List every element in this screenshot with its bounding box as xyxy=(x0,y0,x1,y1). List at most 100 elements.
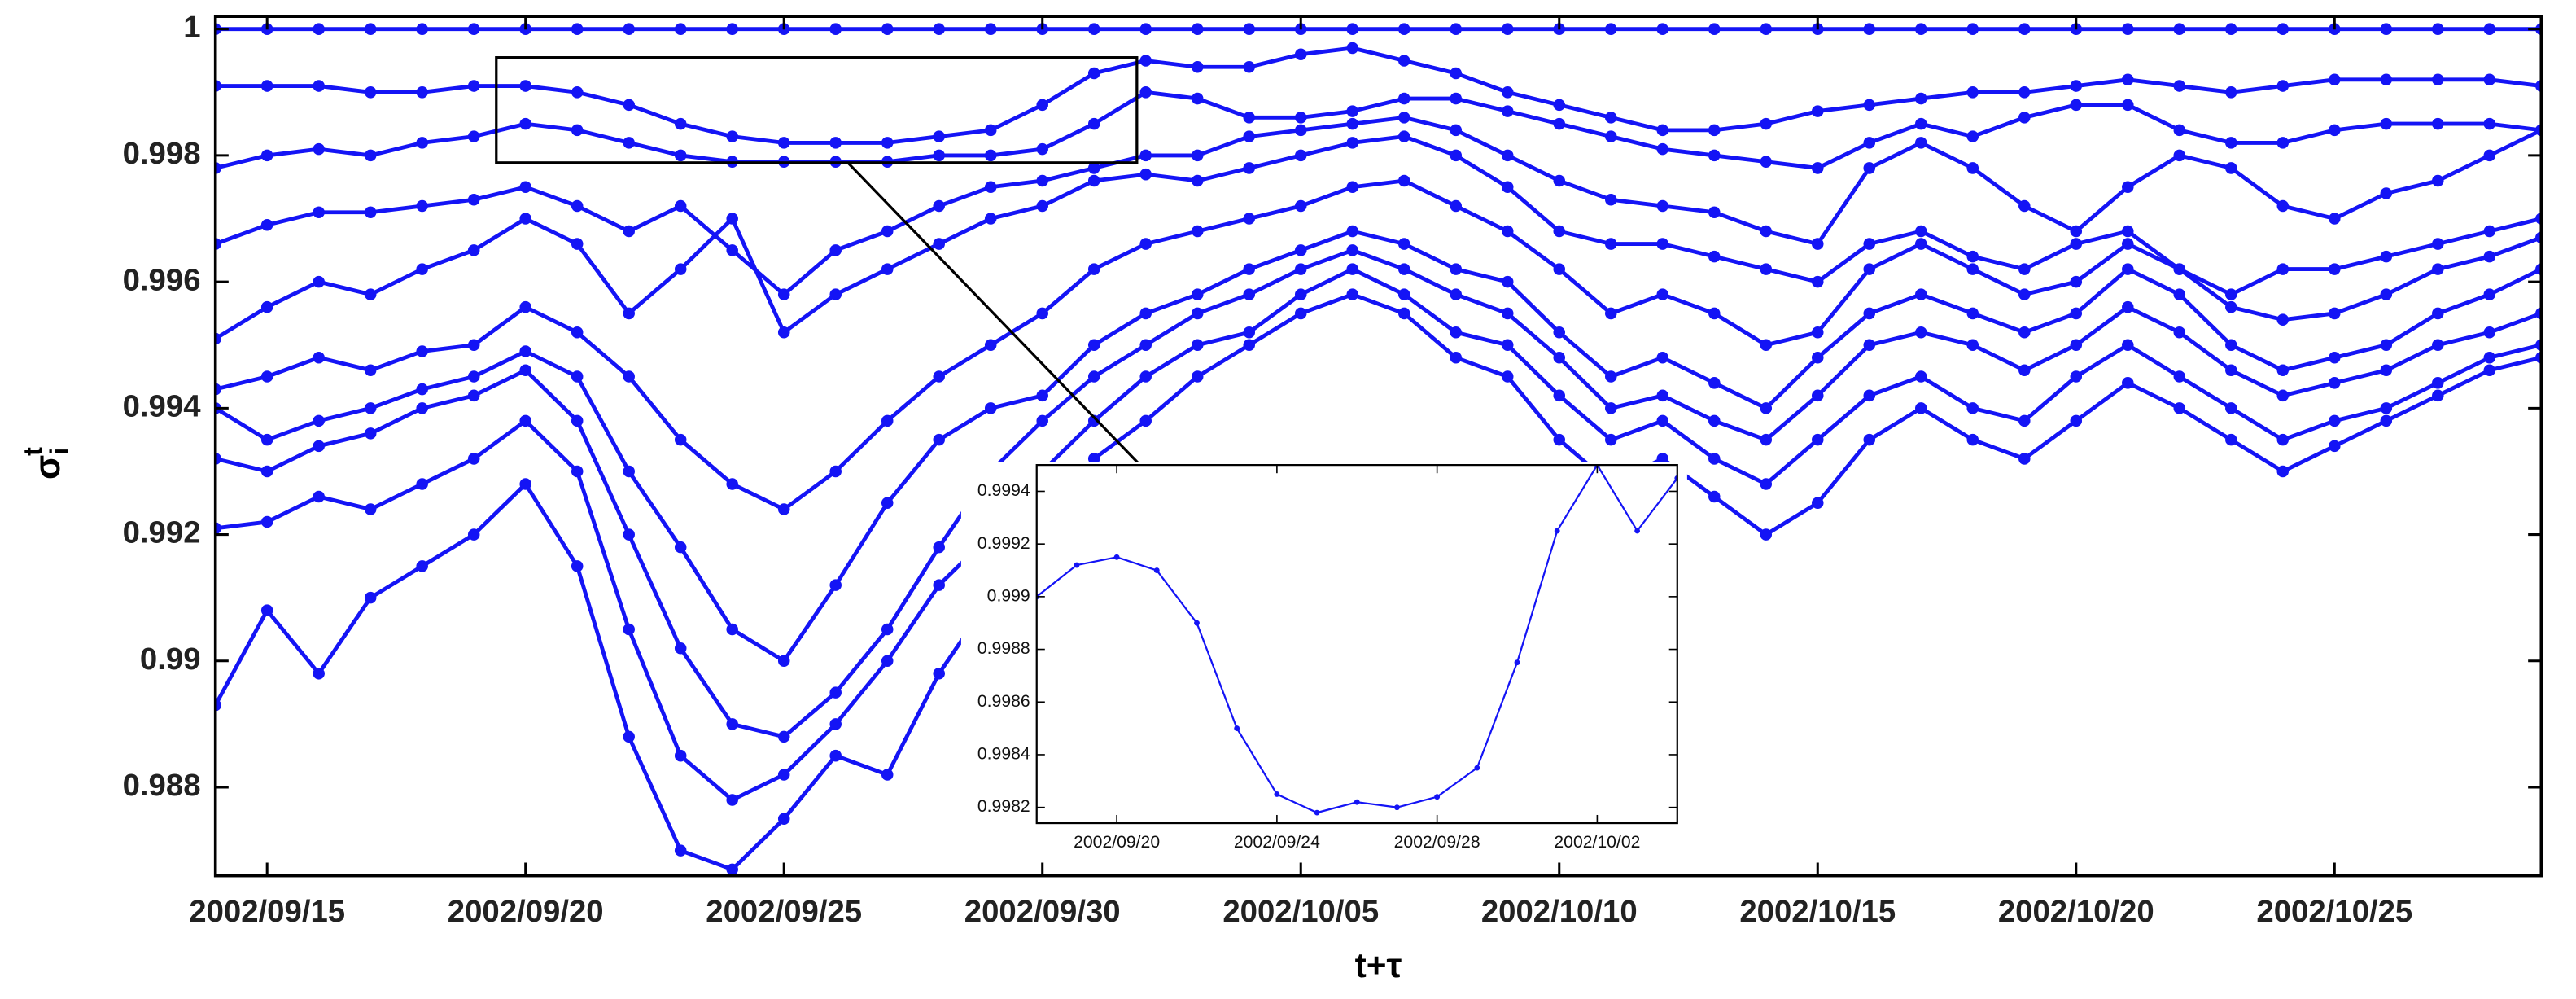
data-point xyxy=(2483,117,2496,130)
data-point xyxy=(2018,23,2031,35)
data-point xyxy=(1553,99,1566,112)
data-point xyxy=(1036,174,1048,187)
data-point xyxy=(1191,23,1204,35)
data-point xyxy=(2276,364,2290,377)
data-point xyxy=(1760,23,1773,35)
data-point xyxy=(1397,55,1410,67)
data-point xyxy=(881,23,894,35)
data-point xyxy=(1397,23,1410,35)
data-point xyxy=(1708,490,1721,503)
data-point xyxy=(2225,433,2237,446)
data-point xyxy=(1450,263,1463,275)
data-point xyxy=(726,23,738,35)
data-point xyxy=(1243,23,1256,35)
x-tick-label: 2002/09/20 xyxy=(1074,833,1160,852)
data-point xyxy=(1501,105,1514,117)
data-point xyxy=(2173,288,2186,300)
data-point xyxy=(1243,339,1256,352)
data-point xyxy=(2173,263,2186,275)
data-point xyxy=(2276,389,2290,402)
data-point xyxy=(881,497,894,510)
data-point xyxy=(519,364,531,377)
data-point xyxy=(1553,174,1566,187)
x-tick-label: 2002/09/20 xyxy=(448,894,604,929)
data-point xyxy=(1604,23,1617,35)
data-point xyxy=(2329,414,2341,427)
data-point xyxy=(1966,130,1979,142)
data-point xyxy=(416,263,428,275)
data-point xyxy=(313,414,325,427)
data-point xyxy=(623,465,635,478)
data-point xyxy=(1966,263,1979,275)
data-point xyxy=(2173,124,2186,137)
y-tick-label: 0.992 xyxy=(123,515,201,550)
data-point xyxy=(1234,725,1240,732)
data-point xyxy=(2432,263,2444,275)
data-point xyxy=(1863,238,1876,250)
data-point xyxy=(2276,433,2290,446)
data-point xyxy=(1191,61,1204,73)
data-point xyxy=(2225,300,2237,313)
data-point xyxy=(1501,23,1514,35)
data-point xyxy=(1708,124,1721,137)
data-point xyxy=(1243,61,1256,73)
data-point xyxy=(1514,659,1520,666)
data-point xyxy=(777,730,790,743)
data-point xyxy=(2432,73,2444,86)
data-point xyxy=(1450,351,1463,364)
data-point xyxy=(829,23,842,35)
data-point xyxy=(1760,402,1773,414)
data-point xyxy=(623,307,635,320)
data-point xyxy=(674,541,687,554)
data-point xyxy=(1708,206,1721,219)
data-point xyxy=(519,478,531,490)
data-point xyxy=(2432,389,2444,402)
data-point xyxy=(1346,42,1359,55)
y-tick-label: 0.999 xyxy=(987,586,1030,605)
data-point xyxy=(726,213,738,225)
data-point xyxy=(1656,142,1669,156)
data-point xyxy=(2070,238,2083,250)
series-line xyxy=(215,178,2542,511)
data-point xyxy=(1915,117,1927,130)
data-point xyxy=(1434,794,1441,800)
data-point xyxy=(1554,528,1560,534)
data-point xyxy=(2070,370,2083,383)
data-point xyxy=(1450,92,1463,105)
data-point xyxy=(829,137,842,149)
data-point xyxy=(1346,117,1359,130)
data-point xyxy=(2070,225,2083,238)
data-point xyxy=(416,402,428,414)
data-point xyxy=(1087,414,1100,427)
data-point xyxy=(777,813,790,826)
data-point xyxy=(674,263,687,275)
data-point xyxy=(1294,307,1307,320)
data-point xyxy=(1760,528,1773,541)
data-point xyxy=(1966,250,1979,263)
data-point xyxy=(2070,99,2083,112)
data-point xyxy=(1397,112,1410,124)
data-point xyxy=(2380,339,2393,352)
data-point xyxy=(1243,326,1256,339)
series-group xyxy=(215,23,2542,876)
plot-frame xyxy=(1035,464,1678,825)
data-point xyxy=(1243,162,1256,174)
data-point xyxy=(674,433,687,446)
data-point xyxy=(1294,199,1307,213)
data-point xyxy=(1915,238,1927,250)
data-point xyxy=(2483,149,2496,162)
x-tick-label: 2002/09/30 xyxy=(964,894,1121,929)
data-point xyxy=(881,263,894,275)
data-point xyxy=(777,655,790,668)
data-point xyxy=(1604,130,1617,142)
data-point xyxy=(467,23,480,35)
data-point xyxy=(467,244,480,256)
data-point xyxy=(933,149,945,162)
data-point xyxy=(623,730,635,743)
data-point xyxy=(984,213,997,225)
data-point xyxy=(1604,307,1617,320)
data-point xyxy=(2483,288,2496,300)
data-point xyxy=(1863,433,1876,446)
data-point xyxy=(2329,213,2341,225)
